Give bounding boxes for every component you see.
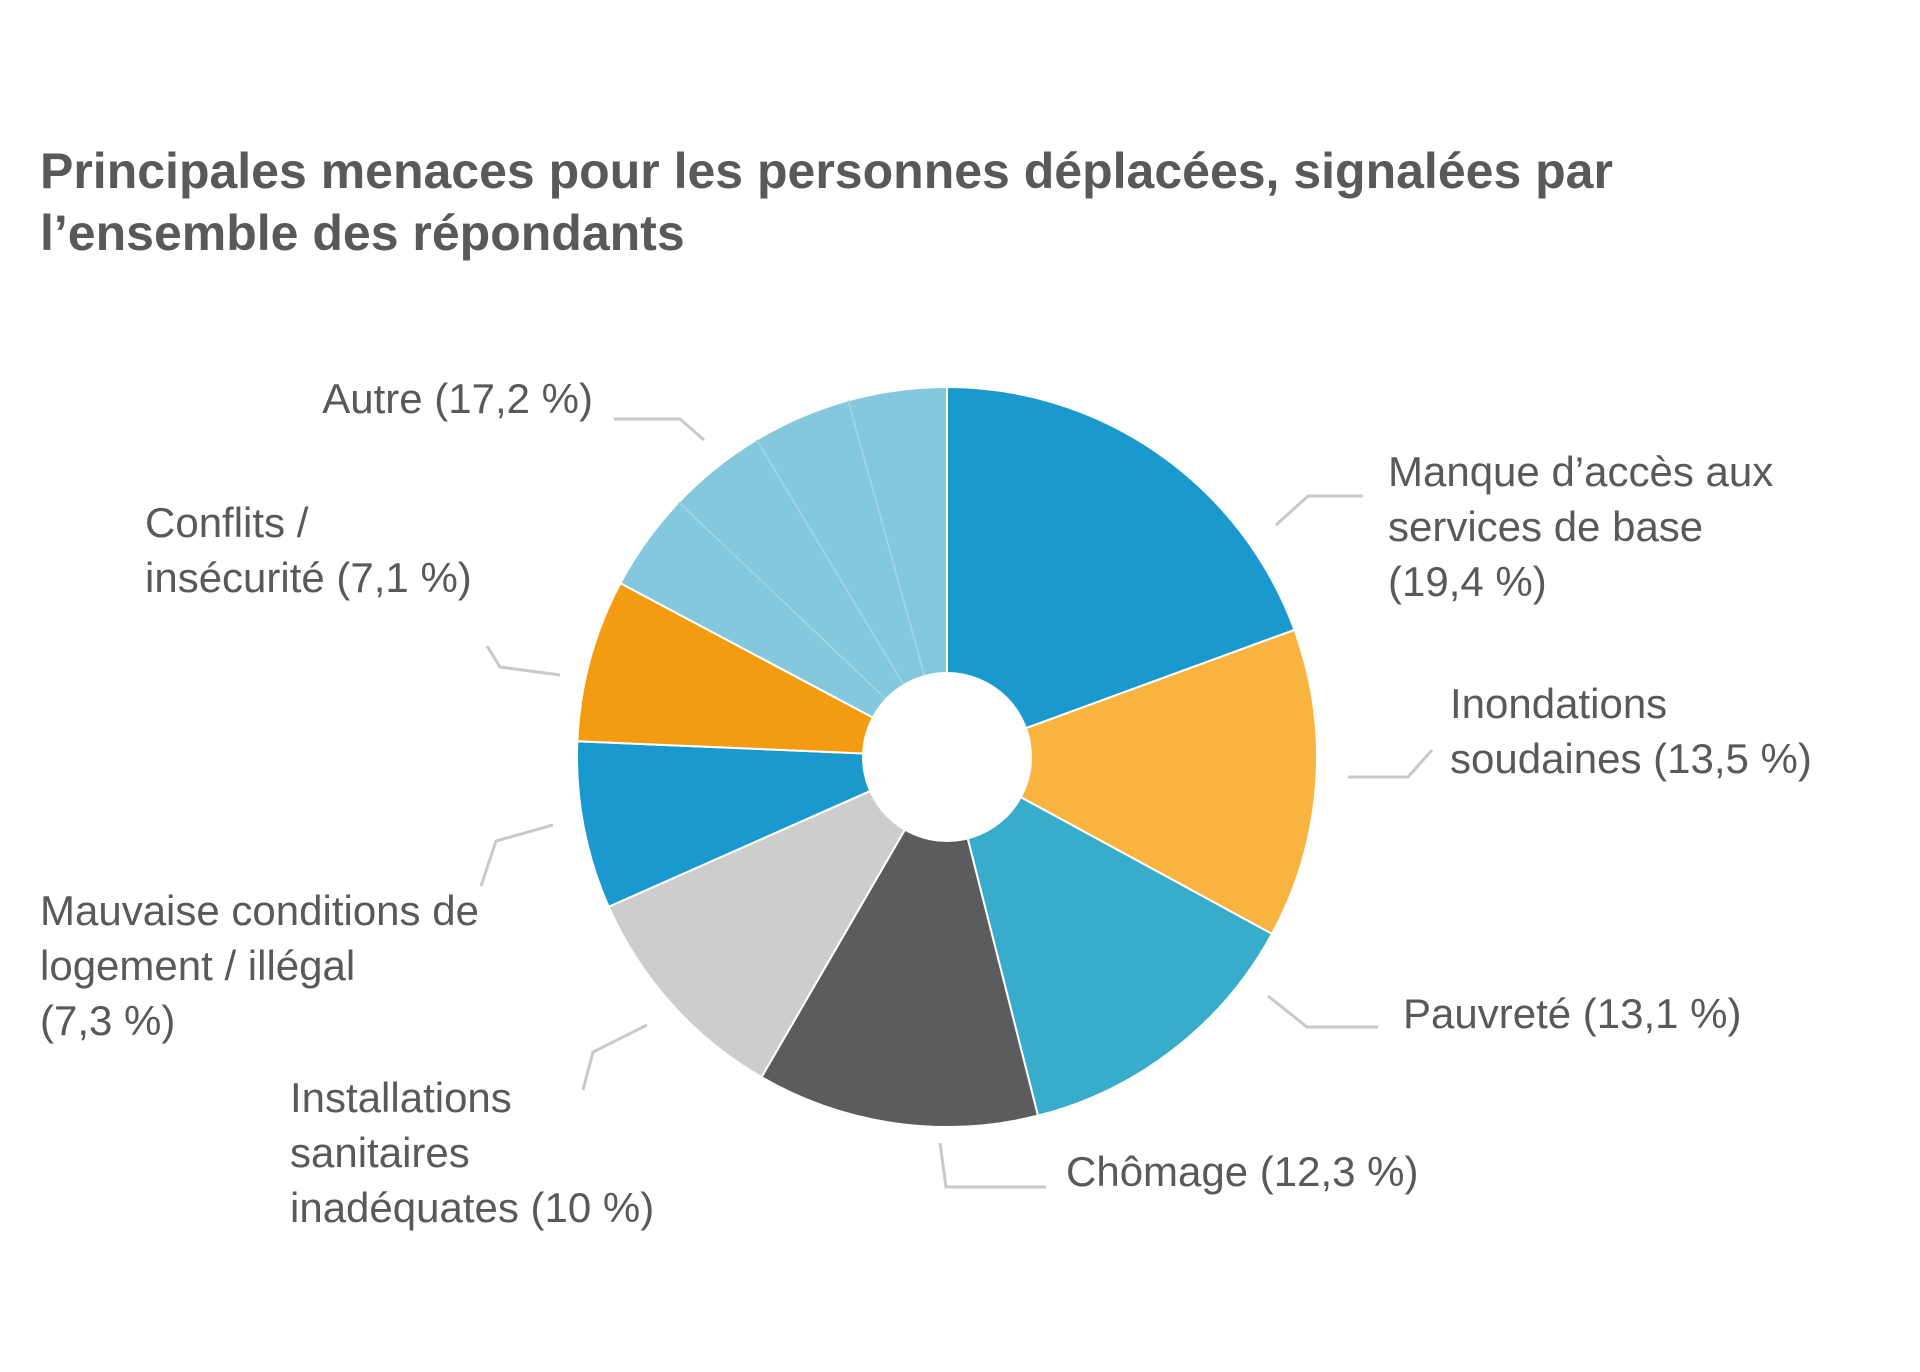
slice-label-7: Autre (17,2 %): [322, 375, 593, 422]
slice-label-line: Pauvreté (13,1 %): [1403, 990, 1742, 1037]
slice-label-line: Conflits /: [145, 499, 309, 546]
pie-slice-5: [575, 740, 948, 909]
slice-label-6: Conflits / insécurité (7,1 %): [145, 499, 472, 601]
slice-label-0: Manque d’accès aux services de base (19,4 …: [1388, 448, 1773, 605]
pie-slice-3: [760, 754, 1040, 1128]
pie-slice-6: [576, 581, 948, 758]
slice-label-line: Autre (17,2 %): [322, 375, 593, 422]
slice-label-line: Manque d’accès aux: [1388, 448, 1773, 495]
slice-label-3: Chômage (12,3 %): [1066, 1148, 1419, 1195]
leader-line-3: [938, 1142, 1046, 1189]
leader-line-4: [581, 1023, 648, 1091]
leader-line-5: [479, 823, 554, 887]
slice-label-line: logement / illégal: [40, 942, 355, 989]
donut-hole: [862, 672, 1032, 842]
slice-label-2: Pauvreté (13,1 %): [1403, 990, 1742, 1037]
slice-label-line: Chômage (12,3 %): [1066, 1148, 1419, 1195]
slice-label-line: soudaines (13,5 %): [1450, 735, 1812, 782]
leader-line-6: [485, 645, 561, 677]
leader-line-0: [1274, 494, 1363, 527]
slice-label-line: services de base: [1388, 503, 1703, 550]
slice-label-line: Mauvaise conditions de: [40, 887, 479, 934]
pie-slice-1: [944, 628, 1318, 936]
slice-label-line: (7,3 %): [40, 997, 175, 1044]
pie-slice-0: [946, 385, 1296, 759]
slice-label-line: Inondations: [1450, 680, 1667, 727]
slice-label-4: Installations sanitaires inadéquates (10 %…: [290, 1074, 654, 1231]
pie-slice-4: [607, 754, 950, 1079]
slice-label-line: sanitaires: [290, 1129, 470, 1176]
slice-label-line: (19,4 %): [1388, 558, 1547, 605]
slice-label-line: Installations: [290, 1074, 512, 1121]
slice-label-5: Mauvaise conditions de logement / illégal…: [40, 887, 479, 1044]
leader-line-1: [1348, 749, 1434, 779]
chart-title: Principales menaces pour les personnes d…: [40, 143, 1613, 261]
slice-label-1: Inondations soudaines (13,5 %): [1450, 680, 1812, 782]
slice-label-line: inadéquates (10 %): [290, 1184, 654, 1231]
leader-line-2: [1267, 994, 1378, 1029]
leader-line-7: [614, 417, 705, 442]
pie-slice-2: [945, 755, 1274, 1117]
slice-label-line: insécurité (7,1 %): [145, 554, 472, 601]
